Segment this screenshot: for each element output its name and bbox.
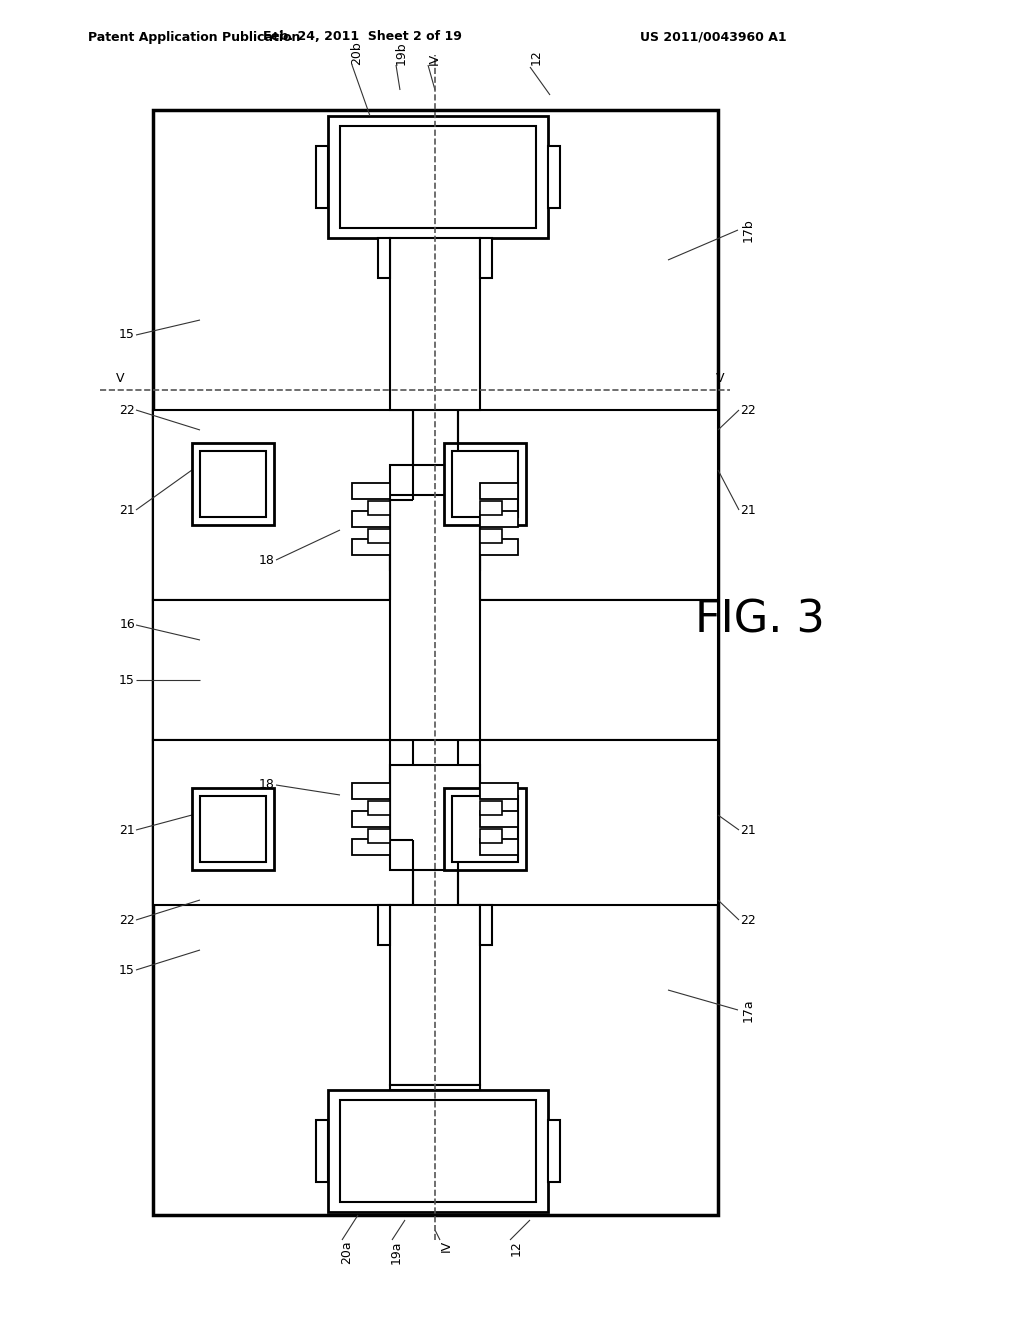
Text: 20a: 20a [340,1239,353,1263]
Text: 18: 18 [259,779,275,792]
Bar [352,511,390,527]
Text: 21: 21 [740,824,756,837]
Bar [390,465,480,570]
Text: 17a: 17a [742,998,755,1022]
Text: FIG. 3: FIG. 3 [695,598,825,642]
Bar [153,411,413,601]
Bar [378,906,390,945]
Bar [480,829,502,843]
Bar [480,539,518,554]
Bar [480,238,492,279]
Bar [200,796,266,862]
Text: 12: 12 [510,1239,523,1255]
Text: V: V [116,372,124,385]
Bar [340,1100,536,1203]
Text: 17b: 17b [742,218,755,242]
Text: 21: 21 [119,824,135,837]
Text: 21: 21 [119,503,135,516]
Text: Feb. 24, 2011  Sheet 2 of 19: Feb. 24, 2011 Sheet 2 of 19 [262,30,462,44]
Text: 12: 12 [530,49,543,65]
Text: IV: IV [428,53,441,65]
Text: US 2011/0043960 A1: US 2011/0043960 A1 [640,30,786,44]
Bar [316,1119,328,1181]
Text: 16: 16 [119,619,135,631]
Bar [368,529,390,543]
Bar [200,451,266,517]
Bar [368,502,390,515]
Bar [390,766,480,870]
Bar [458,601,718,741]
Bar [480,529,502,543]
Bar [378,238,390,279]
Bar [452,796,518,862]
Bar [352,483,390,499]
Bar [444,788,526,870]
Text: Patent Application Publication: Patent Application Publication [88,30,300,44]
Bar [458,411,718,601]
Bar [480,783,518,799]
Text: 19b: 19b [395,41,408,65]
Text: 19a: 19a [390,1239,403,1263]
Bar [193,788,274,870]
Bar [153,741,413,906]
Bar [444,444,526,525]
Text: 22: 22 [740,913,756,927]
Text: 22: 22 [740,404,756,417]
Bar [480,840,518,855]
Bar [480,483,518,499]
Bar [368,801,390,814]
Text: V: V [716,372,724,385]
Bar [153,601,413,741]
Bar [458,741,718,906]
Bar [352,840,390,855]
Text: 15: 15 [119,964,135,977]
Text: 15: 15 [119,329,135,342]
Bar [368,829,390,843]
Bar [480,810,518,828]
Bar [328,1090,548,1212]
Bar [452,451,518,517]
Bar [390,495,480,741]
Bar [480,511,518,527]
Bar [340,125,536,228]
Text: 22: 22 [119,913,135,927]
Bar [328,116,548,238]
Text: 22: 22 [119,404,135,417]
Bar [390,238,480,411]
Bar [352,810,390,828]
Text: 21: 21 [740,503,756,516]
Bar [480,502,502,515]
Bar [548,1119,560,1181]
Bar [390,906,480,1085]
Text: IV: IV [440,1239,453,1253]
Bar [390,1085,480,1090]
Bar [153,110,718,1214]
Text: 20b: 20b [350,41,362,65]
Bar [352,539,390,554]
Text: 18: 18 [259,553,275,566]
Bar [352,783,390,799]
Bar [316,147,328,209]
Text: 15: 15 [119,673,135,686]
Bar [548,147,560,209]
Bar [193,444,274,525]
Bar [480,906,492,945]
Bar [480,801,502,814]
